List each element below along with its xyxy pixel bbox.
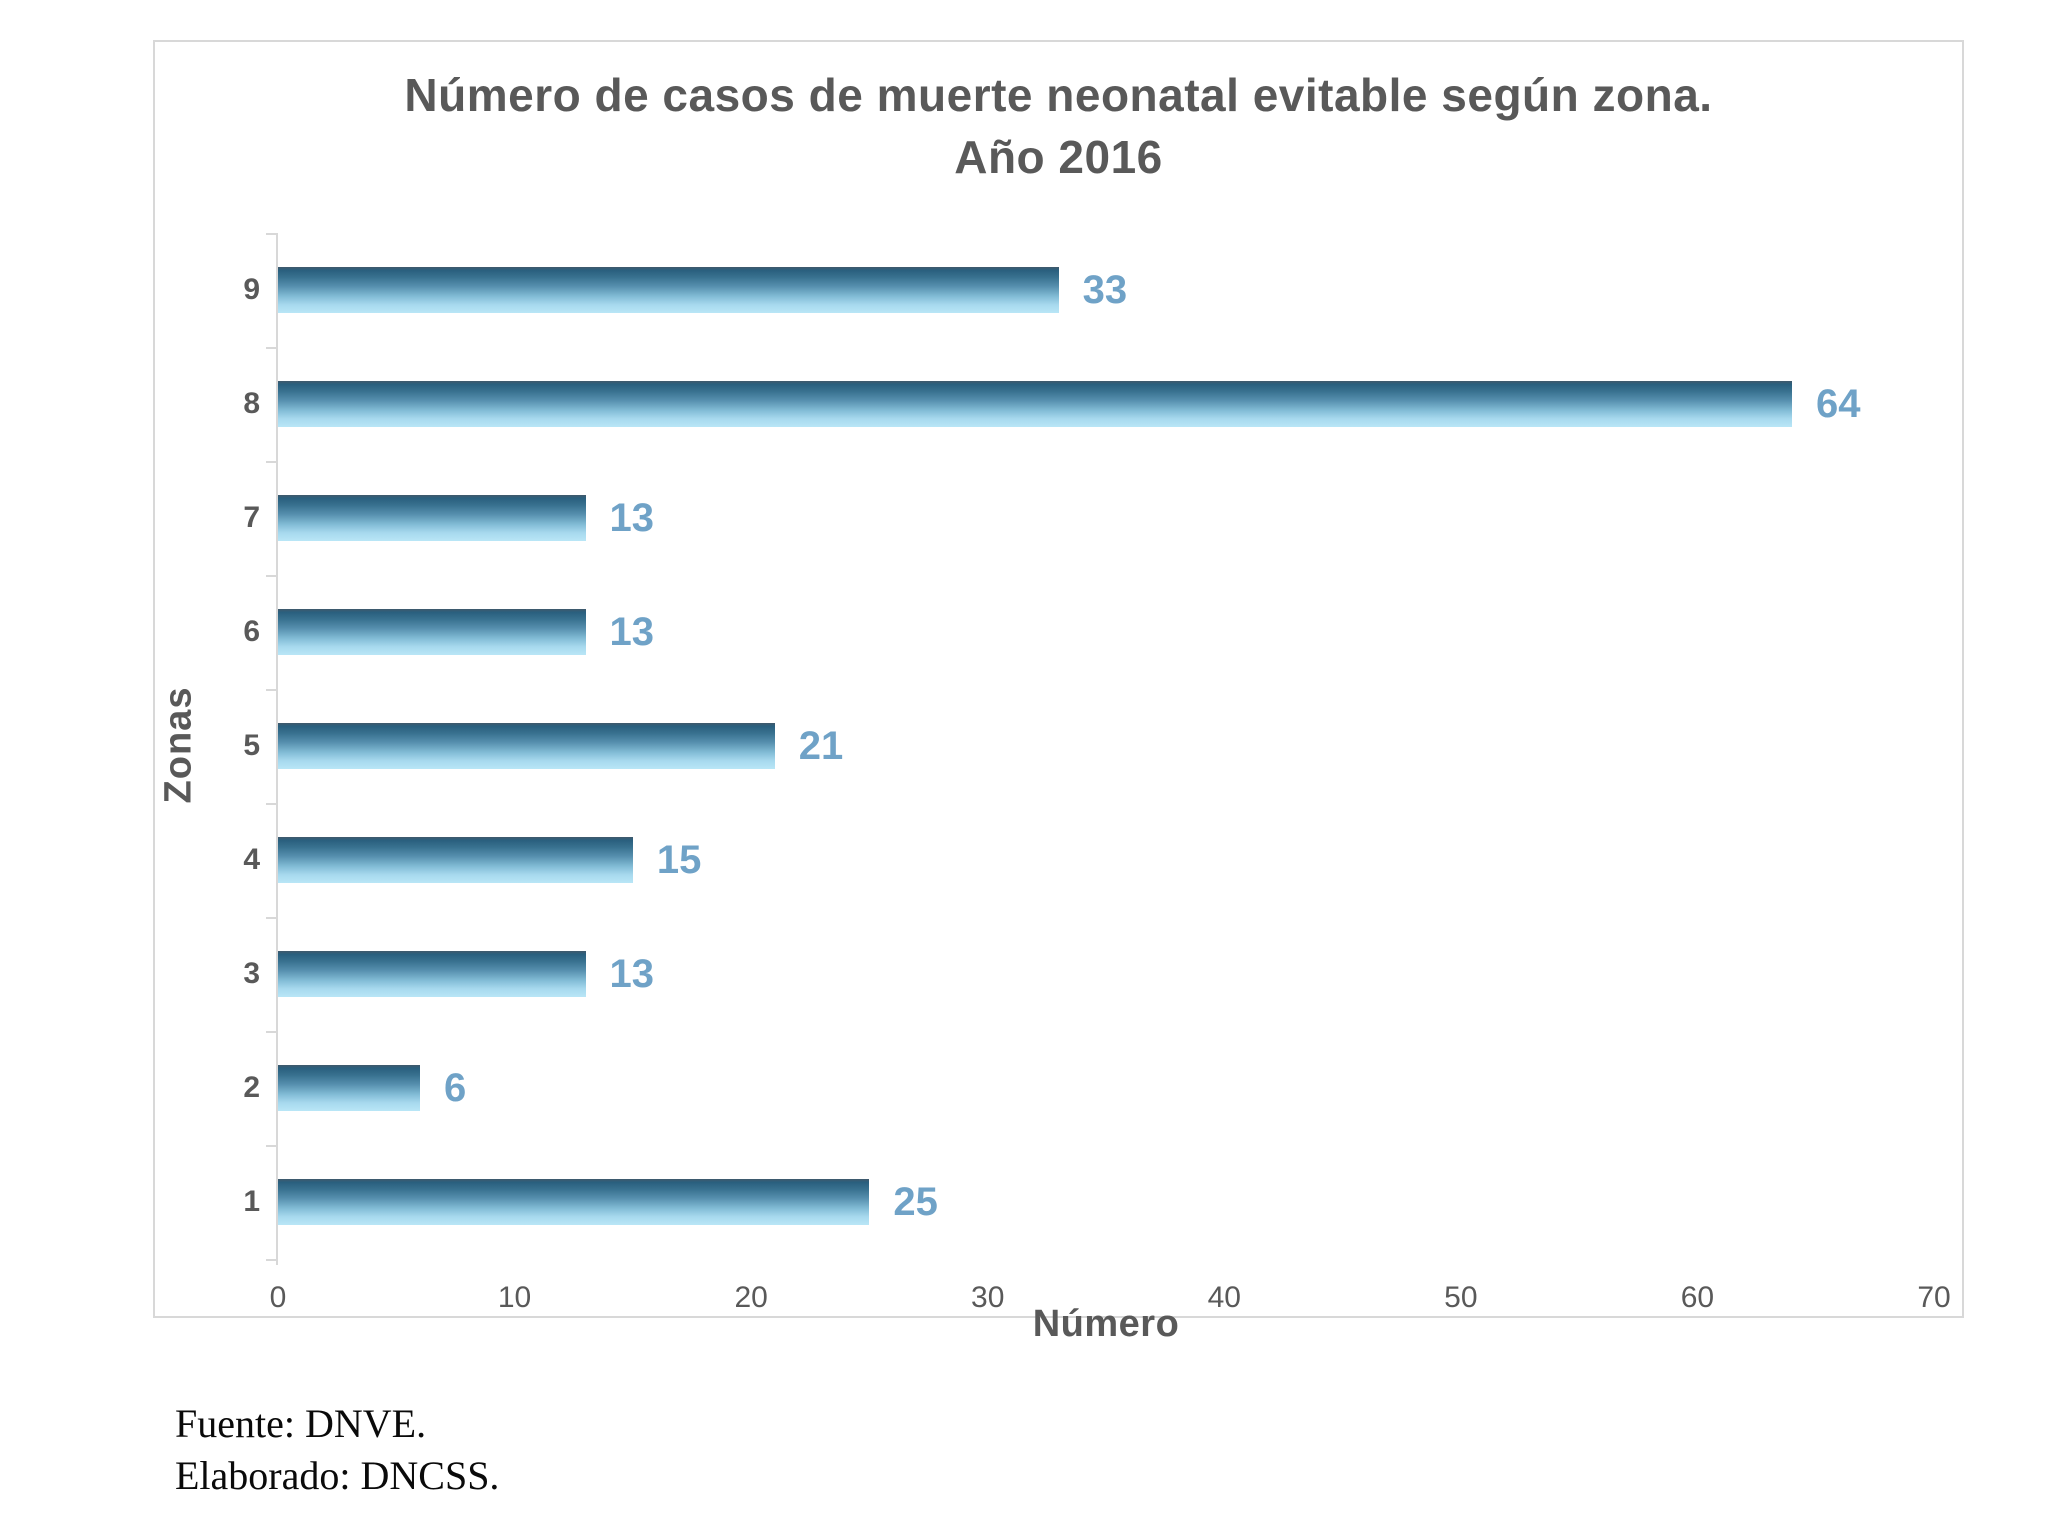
category-label-zone-1: 1 [243,1185,260,1218]
y-axis-tick [266,575,276,577]
category-label-zone-4: 4 [243,843,260,876]
bar-value-zone-1: 25 [893,1179,938,1224]
x-tick-label-70: 70 [1917,1281,1951,1314]
x-tick-label-10: 10 [497,1281,532,1314]
y-axis-tick [266,1031,276,1033]
y-axis-tick [266,917,276,919]
y-axis-tick [266,347,276,349]
x-tick-label-60: 60 [1680,1281,1715,1314]
bar-value-zone-9: 33 [1082,267,1128,312]
bar-row-zone-7: 7 13 [243,461,1934,575]
y-axis-tick [266,233,276,235]
chart-title-block: Número de casos de muerte neonatal evita… [155,64,1962,188]
y-axis-tick [266,803,276,805]
bar-row-zone-3: 3 13 [243,917,1934,1031]
plot-area: Número 9 33 8 64 7 13 6 13 5 21 4 15 3 13 2 6 1 25 0 10 20 30… [243,233,1951,1345]
category-label-zone-7: 7 [243,501,260,534]
bar-row-zone-5: 5 21 [243,689,1934,803]
source-line: Fuente: DNVE. [175,1401,427,1446]
chart-card: Número de casos de muerte neonatal evita… [153,40,1964,1345]
bar-row-zone-8: 8 64 [243,347,1934,461]
y-axis-tick [266,461,276,463]
category-label-zone-6: 6 [243,615,260,648]
bar-zone-3 [278,951,586,997]
y-axis-tick [266,689,276,691]
category-label-zone-3: 3 [243,957,260,990]
bar-zone-1 [278,1179,870,1225]
x-tick-label-30: 30 [971,1281,1005,1314]
bar-row-zone-6: 6 13 [243,575,1934,689]
bar-value-zone-8: 64 [1816,381,1861,426]
bar-zone-2 [278,1065,420,1111]
x-tick-label-50: 50 [1444,1281,1478,1314]
bar-zone-7 [278,495,586,541]
y-axis-line [276,233,278,1265]
bar-row-zone-9: 9 33 [243,233,1934,347]
y-axis-tick [266,1259,276,1261]
category-label-zone-9: 9 [243,273,260,306]
source-note: Fuente: DNVE. Elaborado: DNCSS. [175,1398,499,1502]
category-label-zone-2: 2 [243,1071,260,1104]
elaborated-line: Elaborado: DNCSS. [175,1453,500,1498]
category-label-zone-5: 5 [243,729,260,762]
chart-subtitle: Año 2016 [954,131,1163,183]
bar-row-zone-4: 4 15 [243,803,1934,917]
chart-title: Número de casos de muerte neonatal evita… [404,69,1713,121]
x-tick-label-20: 20 [734,1281,768,1314]
x-tick-label-0: 0 [269,1281,287,1314]
x-tick-label-40: 40 [1207,1281,1241,1314]
bar-zone-5 [278,723,775,769]
bar-value-zone-6: 13 [609,609,655,654]
bar-zone-4 [278,837,633,883]
bar-zone-6 [278,609,586,655]
bar-value-zone-2: 6 [443,1065,467,1110]
x-axis-title: Número [1032,1303,1180,1345]
bar-row-zone-1: 1 25 [243,1145,1934,1259]
category-label-zone-8: 8 [243,387,260,420]
y-axis-tick [266,1145,276,1147]
bar-zone-9 [278,267,1059,313]
bar-zone-8 [278,381,1793,427]
bar-value-zone-4: 15 [656,837,702,882]
bar-value-zone-7: 13 [609,495,655,540]
bar-value-zone-5: 21 [798,723,844,768]
bar-value-zone-3: 13 [609,951,655,996]
